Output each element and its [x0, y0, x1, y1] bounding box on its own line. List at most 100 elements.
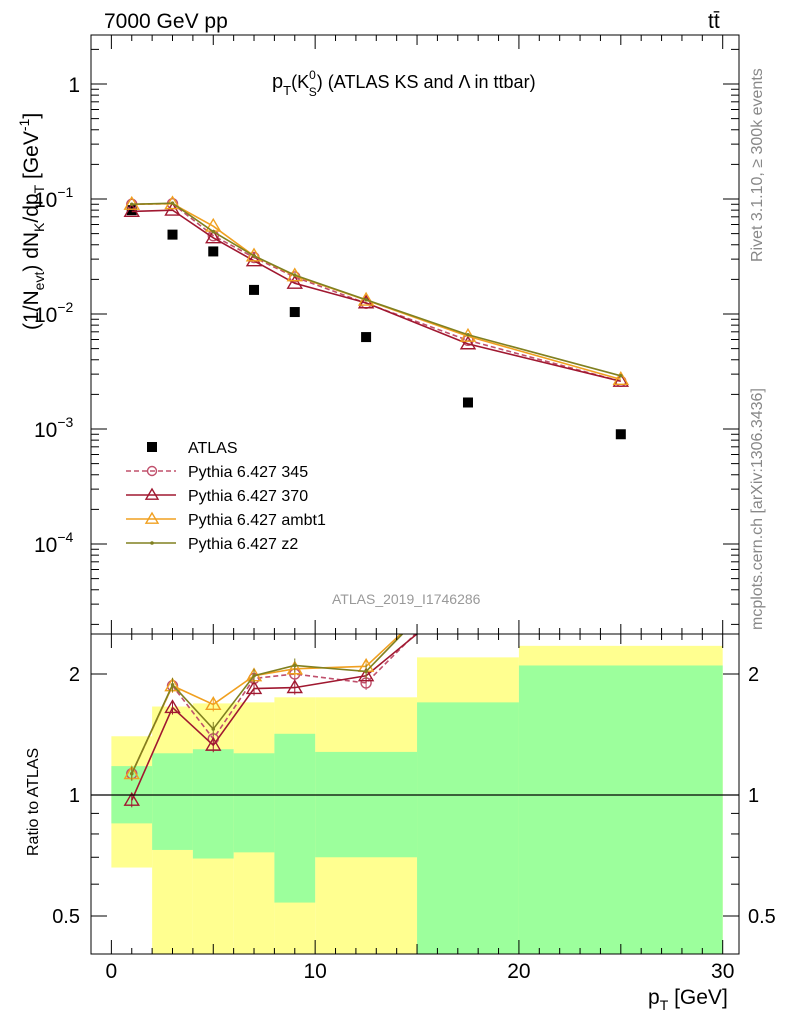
data-point-dot [252, 254, 256, 258]
data-point-square [249, 284, 260, 295]
main-series-group [123, 195, 630, 440]
data-point-dot [292, 273, 297, 277]
y-tick-label: 10−4 [34, 529, 74, 557]
data-point-triangle [123, 203, 140, 218]
ratio-y-tick-label-right: 2 [748, 664, 759, 686]
legend-entry: Pythia 6.427 ambt1 [126, 511, 326, 529]
title-sub-s: S [309, 85, 317, 99]
y-tick-label: 10−2 [34, 299, 74, 327]
x-axis: 0 10 20 30 [106, 634, 734, 983]
y-tick-label: 1 [68, 74, 80, 97]
ratio-y-tick-label: 0.5 [52, 906, 80, 928]
title-sub-t: T [283, 83, 291, 98]
x-tick-label: 10 [303, 960, 326, 983]
data-point-dot [252, 673, 256, 678]
series-pythia-6-427-345 [126, 198, 627, 387]
data-point-triangle [245, 247, 263, 262]
y-tick-label: 10−1 [34, 184, 74, 212]
ratio-y-tick-label: 2 [69, 664, 80, 686]
data-point-triangle [123, 791, 140, 806]
title-p: p [272, 71, 283, 93]
data-point-dot [170, 201, 175, 205]
data-point-dot [129, 771, 134, 776]
data-point-triangle [144, 487, 160, 500]
data-point-square [167, 229, 178, 240]
data-point-square [208, 246, 219, 257]
ratio-series-pythia-6-427-z2 [129, 634, 404, 781]
header-energy-label: 7000 GeV pp [104, 10, 228, 33]
uncertainty-band-green [192, 749, 234, 859]
data-point-triangle [612, 371, 630, 385]
x-tick-label: 0 [106, 960, 118, 983]
data-point-triangle [164, 699, 181, 714]
data-point-triangle [205, 229, 222, 244]
data-point-dot [129, 202, 134, 207]
data-point-square [615, 429, 626, 440]
uncertainty-band-green [315, 751, 418, 858]
data-point-dot [466, 332, 470, 337]
data-point-square [361, 332, 372, 343]
data-point-dot [364, 669, 368, 674]
data-point-triangle [245, 252, 263, 267]
uncertainty-band-green [417, 702, 519, 954]
legend-entry: ATLAS [147, 440, 238, 457]
data-point-square [289, 307, 300, 318]
uncertainty-band-green [274, 733, 316, 903]
rivet-version-label: Rivet 3.1.10, ≥ 300k events [749, 68, 766, 262]
main-panel: 1 10−1 10−2 10−3 10−4 pT(K0 S) (ATLAS KS and … [16, 34, 740, 635]
legend: ATLAS Pythia 6.427 345 Pythia 6.427 370 Pyt… [126, 440, 326, 553]
series-pythia-6-427-z2 [129, 201, 623, 378]
main-title: pT(K0 S) (ATLAS KS and Λ in ttbar) [272, 68, 536, 99]
series-atlas [126, 205, 626, 440]
data-point-triangle [286, 267, 303, 282]
series-pythia-6-427-370 [123, 201, 630, 387]
legend-entry: Pythia 6.427 370 [126, 487, 308, 505]
ratio-series-group [123, 634, 419, 808]
data-point-triangle [459, 335, 477, 350]
legend-label: Pythia 6.427 ambt1 [188, 512, 326, 529]
legend-label: Pythia 6.427 370 [188, 488, 308, 505]
legend-label: ATLAS [188, 440, 238, 457]
data-point-dot [170, 683, 175, 687]
ratio-panel-frame [90, 633, 740, 955]
data-point-square [126, 205, 137, 216]
data-point-triangle [357, 667, 375, 682]
main-y-axis: 1 10−1 10−2 10−3 10−4 [34, 35, 739, 634]
data-point-triangle [144, 511, 160, 524]
ratio-y-axis-label: Ratio to ATLAS [25, 748, 42, 856]
legend-label: Pythia 6.427 z2 [188, 536, 298, 553]
ratio-y-tick-label-right: 1 [748, 785, 759, 807]
main-y-axis-label: (1/Nevt) dNK/dpT [GeV-1] [16, 113, 47, 330]
data-point-dot [150, 541, 154, 545]
header-process-label: tt̄ [708, 10, 720, 33]
series-line [131, 202, 622, 383]
data-point-dot [292, 663, 297, 668]
data-point-dot [211, 229, 216, 234]
ratio-panel: 0.5 0.5 1 1 2 2 0 10 20 30 Ratio to ATLAS pT [Ge… [25, 633, 776, 1013]
data-point-triangle [286, 274, 303, 289]
mcplots-label: mcplots.cern.ch [arXiv:1306.3436] [749, 388, 766, 630]
title-rest: ) (ATLAS KS and Λ in ttbar) [317, 72, 536, 92]
title-sup-0: 0 [309, 68, 316, 82]
title-paren: (K [291, 72, 309, 92]
x-tick-label: 20 [507, 960, 530, 983]
data-point-triangle [286, 660, 303, 675]
data-point-triangle [123, 195, 140, 210]
uncertainty-bands [111, 645, 723, 954]
series-line [131, 202, 622, 377]
data-point-triangle [286, 679, 303, 694]
data-point-dot [619, 374, 623, 378]
data-point-triangle [612, 372, 630, 387]
ratio-y-tick-label-right: 0.5 [748, 906, 776, 928]
x-axis-label: pT [GeV] [648, 986, 728, 1013]
ratio-y-tick-label: 1 [69, 785, 80, 807]
data-point-triangle [205, 736, 222, 751]
data-point-triangle [205, 696, 222, 711]
uncertainty-band-green [518, 665, 723, 954]
data-point-dot [211, 727, 216, 731]
legend-label: Pythia 6.427 345 [188, 464, 308, 481]
data-point-square [147, 442, 157, 452]
data-point-circle [146, 465, 158, 477]
data-point-square [462, 397, 473, 408]
